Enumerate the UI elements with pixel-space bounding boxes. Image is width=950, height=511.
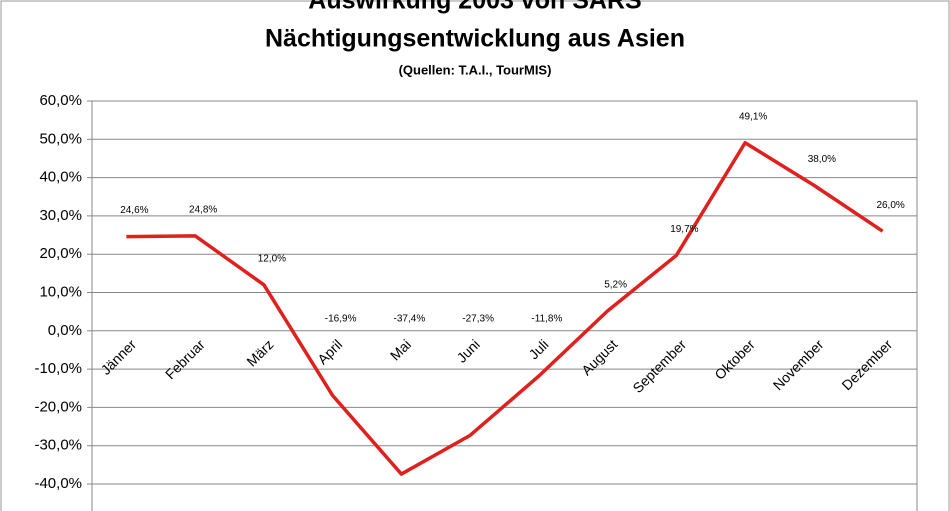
data-line (126, 140, 884, 476)
y-tick-label: 60,0% (39, 92, 82, 109)
y-tick-label: 20,0% (39, 245, 82, 262)
data-label: 5,2% (604, 280, 627, 291)
y-tick-label: 0,0% (48, 322, 82, 339)
y-tick-label: 50,0% (39, 130, 82, 147)
chart-source: (Quellen: T.A.I., TourMIS) (399, 62, 552, 77)
chart-subtitle: Nächtigungsentwicklung aus Asien (265, 25, 685, 53)
data-label: 38,0% (808, 154, 836, 165)
y-tick-label: -30,0% (34, 437, 82, 454)
data-label: 24,8% (189, 204, 217, 215)
data-label: -37,4% (394, 313, 426, 324)
y-tick-label: -10,0% (34, 360, 82, 377)
chart-title: Auswirkung 2003 von SARS (308, 0, 641, 15)
data-label: 19,7% (670, 224, 698, 235)
data-label: 24,6% (120, 205, 148, 216)
y-tick-label: -40,0% (34, 475, 82, 492)
data-label: -16,9% (325, 313, 357, 324)
data-label: 26,0% (876, 200, 904, 211)
plot-area (91, 100, 918, 511)
data-label: 12,0% (258, 253, 286, 264)
y-tick-label: -20,0% (34, 398, 82, 415)
data-label: -27,3% (462, 313, 494, 324)
data-label: -11,8% (531, 313, 562, 324)
y-tick-label: 30,0% (39, 207, 82, 224)
y-tick-label: 40,0% (39, 169, 82, 186)
y-tick-label: 10,0% (39, 283, 82, 300)
data-label: 49,1% (739, 111, 767, 122)
